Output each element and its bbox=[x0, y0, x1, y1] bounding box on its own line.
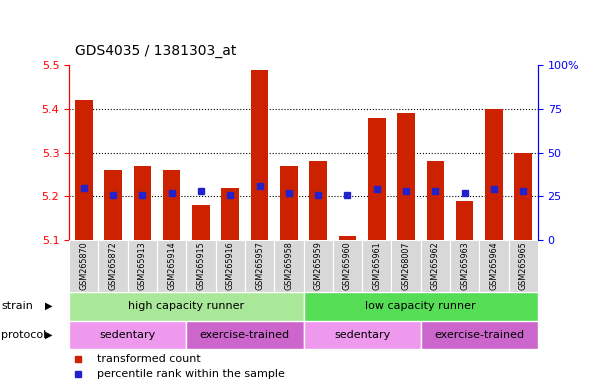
Text: percentile rank within the sample: percentile rank within the sample bbox=[97, 369, 285, 379]
Bar bbox=[75, 100, 93, 240]
Bar bbox=[99, 240, 127, 292]
Text: GSM265872: GSM265872 bbox=[109, 242, 118, 290]
Bar bbox=[216, 240, 245, 292]
Bar bbox=[69, 321, 186, 349]
Text: GSM265959: GSM265959 bbox=[314, 242, 323, 290]
Bar bbox=[157, 240, 186, 292]
Text: GSM265957: GSM265957 bbox=[255, 242, 264, 290]
Text: GSM265913: GSM265913 bbox=[138, 242, 147, 290]
Bar bbox=[304, 321, 421, 349]
Text: exercise-trained: exercise-trained bbox=[200, 330, 290, 340]
Bar bbox=[397, 113, 415, 240]
Bar bbox=[105, 170, 122, 240]
Bar bbox=[186, 321, 304, 349]
Text: GSM265914: GSM265914 bbox=[167, 242, 176, 290]
Text: GSM265870: GSM265870 bbox=[79, 242, 88, 290]
Bar bbox=[339, 236, 356, 240]
Bar bbox=[163, 170, 180, 240]
Bar bbox=[221, 188, 239, 240]
Bar bbox=[280, 166, 297, 240]
Bar bbox=[421, 321, 538, 349]
Bar bbox=[133, 166, 151, 240]
Text: GSM265958: GSM265958 bbox=[284, 242, 293, 290]
Text: high capacity runner: high capacity runner bbox=[128, 301, 245, 311]
Bar bbox=[456, 201, 474, 240]
Text: GSM265965: GSM265965 bbox=[519, 242, 528, 290]
Text: sedentary: sedentary bbox=[334, 330, 390, 340]
Text: GSM268007: GSM268007 bbox=[401, 242, 410, 290]
Bar bbox=[251, 70, 268, 240]
Bar bbox=[362, 240, 391, 292]
Text: GSM265960: GSM265960 bbox=[343, 242, 352, 290]
Text: GSM265915: GSM265915 bbox=[197, 242, 206, 290]
Bar bbox=[274, 240, 304, 292]
Bar bbox=[508, 240, 538, 292]
Text: low capacity runner: low capacity runner bbox=[365, 301, 476, 311]
Text: transformed count: transformed count bbox=[97, 354, 201, 364]
Text: GSM265916: GSM265916 bbox=[226, 242, 235, 290]
Text: GSM265964: GSM265964 bbox=[489, 242, 498, 290]
Text: sedentary: sedentary bbox=[100, 330, 156, 340]
Bar bbox=[450, 240, 480, 292]
Bar bbox=[304, 240, 333, 292]
Bar bbox=[427, 161, 444, 240]
Bar bbox=[69, 240, 99, 292]
Bar bbox=[310, 161, 327, 240]
Bar bbox=[421, 240, 450, 292]
Bar bbox=[480, 240, 508, 292]
Bar bbox=[186, 240, 216, 292]
Text: GSM265962: GSM265962 bbox=[431, 242, 440, 290]
Bar bbox=[245, 240, 274, 292]
Bar bbox=[69, 292, 304, 321]
Bar bbox=[304, 292, 538, 321]
Text: GSM265961: GSM265961 bbox=[372, 242, 381, 290]
Bar bbox=[391, 240, 421, 292]
Text: GDS4035 / 1381303_at: GDS4035 / 1381303_at bbox=[75, 44, 237, 58]
Bar bbox=[485, 109, 502, 240]
Bar bbox=[333, 240, 362, 292]
Bar bbox=[192, 205, 210, 240]
Text: GSM265963: GSM265963 bbox=[460, 242, 469, 290]
Text: exercise-trained: exercise-trained bbox=[435, 330, 524, 340]
Text: ▶: ▶ bbox=[45, 301, 52, 311]
Text: ▶: ▶ bbox=[45, 330, 52, 340]
Text: strain: strain bbox=[1, 301, 33, 311]
Bar bbox=[368, 118, 385, 240]
Text: protocol: protocol bbox=[1, 330, 46, 340]
Bar bbox=[514, 152, 532, 240]
Bar bbox=[128, 240, 157, 292]
